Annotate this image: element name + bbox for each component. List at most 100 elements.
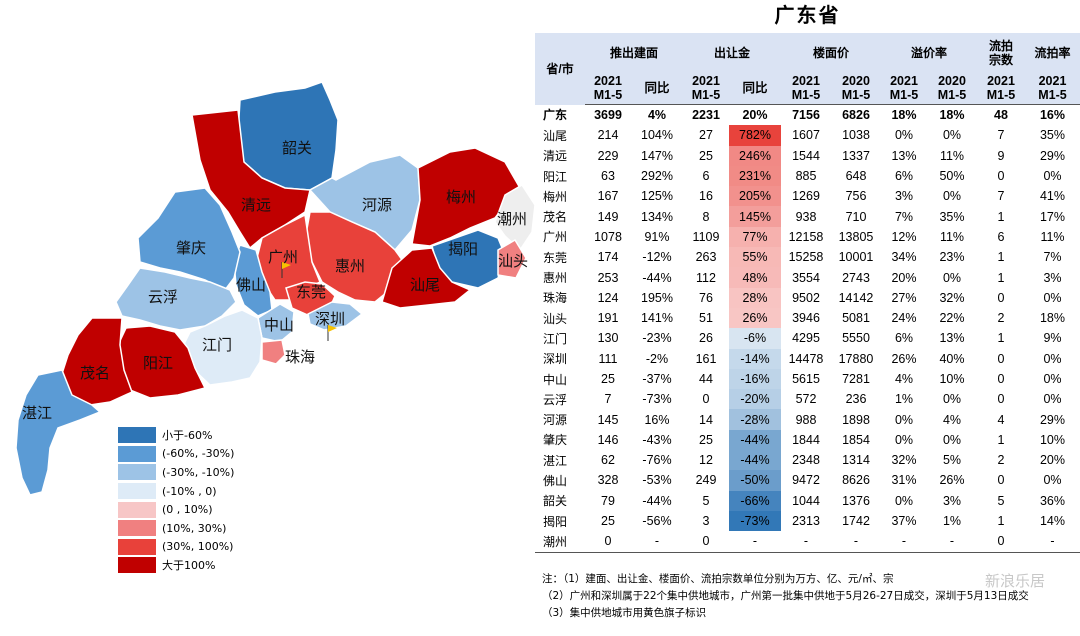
table-cell: 44	[699, 372, 713, 386]
table-cell: 0%	[942, 392, 962, 407]
table-cell: 988	[795, 412, 817, 427]
legend-label: (-30%, -10%)	[162, 465, 235, 479]
table-cell: 13805	[838, 229, 874, 244]
map-legend: 小于-60% (-60%, -30%) (-30%, -10%) (-10% , 0)…	[118, 426, 234, 575]
table-row: 惠州 253 -44% 112 48% 3554 2743 20% 0% 1 3%	[535, 267, 1080, 288]
header-sub-1: 同比	[631, 72, 683, 105]
table-cell: -	[1025, 531, 1080, 553]
region-shenzhen[interactable]	[307, 301, 364, 331]
table-cell-region: 湛江	[543, 453, 568, 468]
guangdong-map: 韶关 清远 河源 梅州 潮州 肇庆 广州 惠州 揭阳 汕头 云浮 佛山 东莞 汕…	[15, 81, 536, 496]
map-label-huizhou: 惠州	[335, 257, 365, 275]
legend-swatch	[118, 464, 156, 481]
table-cell: 246%	[729, 145, 781, 166]
header-sub-0: 2021 M1-5	[585, 72, 631, 105]
region-zhuhai[interactable]	[261, 339, 286, 365]
table-cell: 11%	[939, 229, 965, 244]
table-cell: -	[631, 531, 683, 553]
table-cell: 1607	[792, 128, 820, 143]
table-cell: 1%	[894, 392, 914, 407]
table-cell: 1109	[692, 229, 720, 244]
map-label-yunfu: 云浮	[148, 288, 178, 306]
legend-item: (0 , 10%)	[118, 500, 234, 519]
table-cell: 710	[845, 209, 867, 224]
table-cell: -23%	[642, 331, 672, 346]
table-cell: -66%	[729, 490, 781, 511]
table-row: 深圳 111 -2% 161 -14% 14478 17880 26% 40% 0 0%	[535, 348, 1080, 369]
table-cell: 25	[699, 432, 713, 447]
table-cell-region: 惠州	[543, 271, 568, 286]
region-chaozhou[interactable]	[494, 183, 536, 252]
table-cell: 34%	[891, 250, 917, 265]
table-cell: -44%	[642, 493, 672, 508]
table-cell: 263	[695, 250, 717, 265]
table-cell: 14142	[838, 290, 874, 305]
table-cell: 4	[997, 412, 1005, 427]
table-cell: 938	[795, 209, 817, 224]
map-label-shaoguan: 韶关	[282, 139, 312, 157]
table-cell: 5081	[842, 311, 870, 326]
table-cell: 3%	[1043, 270, 1062, 285]
legend-swatch	[118, 483, 156, 500]
table-row: 潮州 0-0- - - - -0-	[535, 531, 1080, 553]
table-row: 佛山 328 -53% 249 -50% 9472 8626 31% 26% 0 0%	[535, 470, 1080, 491]
table-cell: 10001	[838, 250, 874, 265]
table-cell: 4%	[942, 412, 962, 427]
map-label-jieyang: 揭阳	[448, 240, 478, 258]
table-cell: 77%	[729, 226, 781, 248]
flag-icon-shenzhen	[327, 325, 337, 341]
table-body: 广东 3699 4% 2231 20% 7156 6826 18% 18% 48 16% 汕尾 214 1…	[535, 105, 1080, 553]
table-cell: 4%	[647, 108, 667, 123]
map-label-chaozhou: 潮州	[497, 210, 527, 228]
legend-label: (10%, 30%)	[162, 521, 227, 535]
region-meizhou[interactable]	[411, 147, 521, 247]
table-row: 东莞 174 -12% 263 55% 15258 10001 34% 23% 1 7%	[535, 247, 1080, 268]
table-cell: 79	[601, 493, 615, 508]
table-cell: 7	[997, 128, 1005, 143]
table-cell: 0%	[1043, 392, 1062, 407]
table-cell: 31%	[891, 473, 917, 488]
table-cell: 6%	[894, 331, 914, 346]
table-cell: 3946	[792, 311, 820, 326]
table-header-row-1: 省/市 推出建面 出让金 楼面价 溢价率 流拍 宗数 流拍率	[535, 33, 1080, 105]
table-cell: 0	[997, 351, 1005, 366]
region-maoming[interactable]	[59, 317, 133, 406]
table-cell: 17880	[838, 351, 874, 366]
table-cell: 111	[598, 351, 618, 366]
table-cell: 0%	[1043, 372, 1062, 386]
table-cell: 9	[997, 148, 1005, 163]
legend-label: (-10% , 0)	[162, 484, 217, 498]
region-shantou[interactable]	[497, 238, 527, 279]
table-cell: 7%	[894, 209, 914, 224]
table-cell: 0%	[1043, 290, 1062, 305]
table-cell: 0	[683, 531, 729, 553]
table-cell-region: 茂名	[543, 210, 568, 225]
table-row: 韶关 79 -44% 5 -66% 1044 1376 0% 3% 5 36%	[535, 490, 1080, 511]
region-shanwei[interactable]	[381, 247, 472, 309]
table-cell: 3%	[894, 189, 914, 204]
table-cell: 124	[597, 290, 619, 305]
region-zhanjiang[interactable]	[15, 369, 102, 496]
table-cell: 1844	[792, 432, 820, 447]
table-cell: 1314	[842, 453, 870, 468]
table-cell: -	[781, 531, 831, 553]
table-cell: 5	[702, 493, 710, 508]
table-cell: 91%	[644, 229, 670, 244]
table-cell: 28%	[729, 287, 781, 308]
table-cell: 134%	[641, 209, 673, 224]
table-cell: 1544	[792, 148, 820, 163]
table-cell: 195%	[641, 290, 673, 305]
footnote-3: （3）集中供地城市用黄色旗子标识	[542, 607, 707, 619]
table-cell-region: 广东	[543, 108, 568, 123]
table-cell: 13%	[891, 148, 917, 163]
table-cell: 149	[597, 209, 619, 224]
table-cell-region: 云浮	[543, 392, 568, 407]
table-cell: 4295	[792, 331, 820, 346]
table-cell: 648	[845, 169, 867, 184]
table-cell: 1	[997, 514, 1005, 529]
legend-item: (-60%, -30%)	[118, 445, 234, 464]
table-cell: 26%	[729, 307, 781, 329]
header-group-2: 楼面价	[781, 33, 881, 72]
table-cell: 8626	[842, 473, 870, 488]
table-cell: 161	[695, 351, 717, 366]
